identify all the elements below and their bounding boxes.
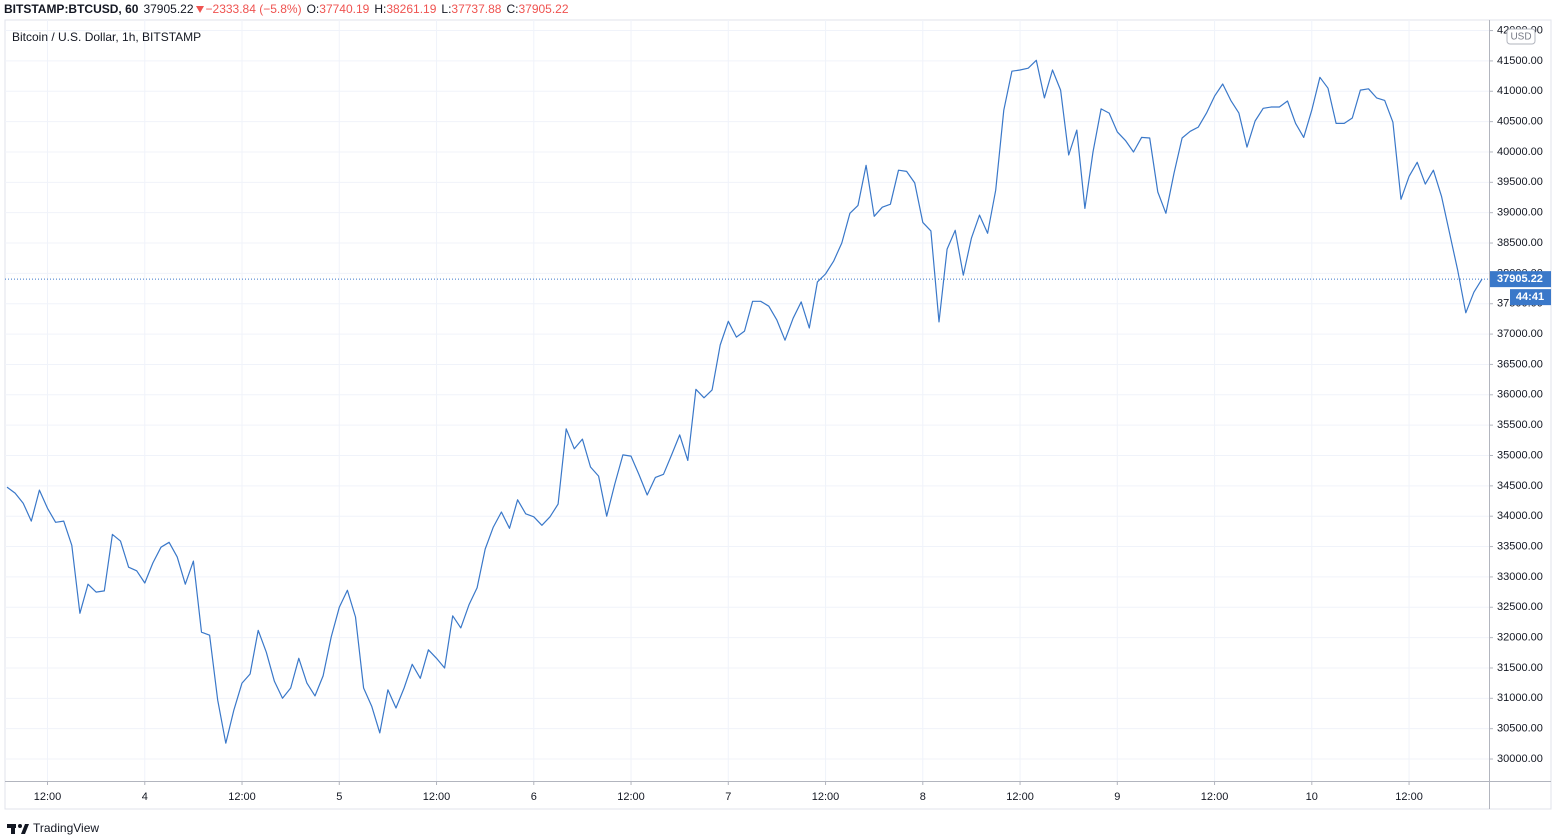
ohlc-label: C: bbox=[506, 1, 519, 16]
ohlc-value: 37905.22 bbox=[518, 1, 569, 16]
x-tick-label: 9 bbox=[1114, 791, 1120, 803]
price-tags: 37905.22 44:41 USD bbox=[1490, 28, 1551, 306]
ohlc-value: 37737.88 bbox=[451, 1, 502, 16]
x-tick-label: 12:00 bbox=[1201, 791, 1229, 803]
x-tick-label: 12:00 bbox=[617, 791, 645, 803]
plot bbox=[5, 59, 1489, 744]
y-tick-label: 41500.00 bbox=[1497, 55, 1543, 67]
countdown-tag bbox=[1510, 289, 1551, 306]
y-tick-label: 31500.00 bbox=[1497, 662, 1543, 674]
y-tick-label: 38500.00 bbox=[1497, 237, 1543, 249]
y-tick-label: 34000.00 bbox=[1497, 510, 1543, 522]
last-price-tag bbox=[1490, 271, 1551, 288]
y-tick-label: 37000.00 bbox=[1497, 328, 1543, 340]
x-tick-label: 12:00 bbox=[34, 791, 62, 803]
x-tick-label: 5 bbox=[336, 791, 342, 803]
y-tick-label: 32000.00 bbox=[1497, 632, 1543, 644]
currency: USD bbox=[1510, 32, 1531, 43]
y-tick-label: 30500.00 bbox=[1497, 723, 1543, 735]
price-line bbox=[6, 59, 1483, 744]
y-tick-label: 33000.00 bbox=[1497, 571, 1543, 583]
header: BITSTAMP:BTCUSD, 60 37905.22 −2333.84 (−… bbox=[4, 0, 569, 17]
y-tick-label: 39500.00 bbox=[1497, 176, 1543, 188]
y-tick-label: 36500.00 bbox=[1497, 358, 1543, 370]
x-tick-label: 12:00 bbox=[1395, 791, 1423, 803]
y-tick-label: 35000.00 bbox=[1497, 449, 1543, 461]
ohlc-label: L: bbox=[441, 1, 452, 16]
x-tick-label: 8 bbox=[920, 791, 926, 803]
y-tick-label: 32500.00 bbox=[1497, 601, 1543, 613]
currency-box bbox=[1506, 28, 1536, 45]
y-tick-label: 40500.00 bbox=[1497, 116, 1543, 128]
x-tick-label: 4 bbox=[142, 791, 148, 803]
y-tick-label: 36000.00 bbox=[1497, 389, 1543, 401]
brand: TradingView bbox=[33, 821, 100, 835]
ohlc-label: O: bbox=[306, 1, 320, 16]
x-tick-label: 6 bbox=[531, 791, 537, 803]
axes: 30000.00 30500.00 31000.00 31500.00 32000.00… bbox=[34, 24, 1543, 802]
pane-frame bbox=[4, 19, 1552, 810]
last-price: 37905.22 bbox=[143, 1, 194, 16]
x-tick-label: 7 bbox=[725, 791, 731, 803]
last-price-label: 37905.22 bbox=[1497, 273, 1543, 285]
ohlc-label: H: bbox=[374, 1, 387, 16]
x-tick-label: 12:00 bbox=[1006, 791, 1034, 803]
y-tick-label: 39000.00 bbox=[1497, 207, 1543, 219]
brand-logo bbox=[7, 824, 29, 834]
x-tick-label: 12:00 bbox=[812, 791, 840, 803]
grid bbox=[5, 20, 1489, 781]
symbol: BITSTAMP:BTCUSD, 60 bbox=[4, 1, 139, 16]
y-tick-label: 31000.00 bbox=[1497, 692, 1543, 704]
y-tick-label: 33500.00 bbox=[1497, 540, 1543, 552]
x-tick-label: 12:00 bbox=[228, 791, 256, 803]
y-tick-label: 40000.00 bbox=[1497, 146, 1543, 158]
x-tick-label: 10 bbox=[1306, 791, 1318, 803]
y-tick-label: 41000.00 bbox=[1497, 85, 1543, 97]
down-arrow bbox=[195, 5, 204, 13]
ohlc-value: 38261.19 bbox=[386, 1, 437, 16]
chart-title: Bitcoin / U.S. Dollar, 1h, BITSTAMP bbox=[12, 30, 201, 44]
y-tick-label: 35500.00 bbox=[1497, 419, 1543, 431]
change: −2333.84 (−5.8%) bbox=[205, 1, 302, 16]
countdown: 44:41 bbox=[1516, 291, 1544, 303]
y-tick-label: 30000.00 bbox=[1497, 753, 1543, 765]
ohlc-value: 37740.19 bbox=[319, 1, 370, 16]
y-tick-label: 34500.00 bbox=[1497, 480, 1543, 492]
x-tick-label: 12:00 bbox=[423, 791, 451, 803]
footer: TradingView bbox=[6, 818, 99, 838]
